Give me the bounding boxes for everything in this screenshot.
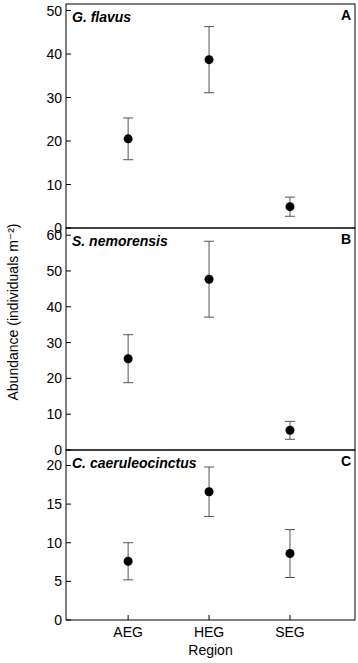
error-bar: [204, 467, 214, 516]
point: [205, 487, 214, 496]
error-bar: [123, 335, 133, 383]
panel-title: C. caeruleocinctus: [72, 455, 197, 471]
y-tick: [66, 342, 71, 343]
y-tick: [66, 581, 71, 582]
y-tick-label: 10: [46, 406, 62, 422]
plot-frame: [66, 228, 355, 450]
y-tick-label: 50: [46, 263, 62, 279]
point: [124, 134, 133, 143]
error-cap: [123, 117, 133, 118]
y-tick-label: 5: [54, 573, 62, 589]
y-tick: [66, 504, 71, 505]
y-tick: [66, 54, 71, 55]
x-tick-label: SEG: [275, 624, 305, 640]
error-cap: [204, 26, 214, 27]
error-cap: [123, 382, 133, 383]
y-tick-label: 30: [46, 335, 62, 351]
error-cap: [204, 92, 214, 93]
error-cap: [123, 579, 133, 580]
panel-letter: A: [341, 7, 351, 23]
x-tick-label: AEG: [113, 624, 143, 640]
x-tick: [128, 615, 129, 620]
y-tick-label: 10: [46, 535, 62, 551]
x-tick: [289, 615, 290, 620]
y-tick: [66, 270, 71, 271]
y-tick: [66, 378, 71, 379]
error-cap: [123, 542, 133, 543]
y-tick: [66, 542, 71, 543]
error-bar: [285, 197, 295, 216]
y-tick-label: 10: [46, 177, 62, 193]
x-axis-label: Region: [188, 642, 232, 658]
y-tick: [66, 141, 71, 142]
error-cap: [285, 421, 295, 422]
point: [285, 202, 294, 211]
error-cap: [285, 197, 295, 198]
error-cap: [123, 334, 133, 335]
point: [285, 426, 294, 435]
point: [205, 275, 214, 284]
y-tick-label: 40: [46, 46, 62, 62]
marks: [123, 27, 295, 217]
y-tick-label: 20: [46, 370, 62, 386]
plot-frame: [66, 4, 355, 228]
error-bar: [123, 118, 133, 160]
y-tick-label: 20: [46, 457, 62, 473]
error-cap: [285, 577, 295, 578]
y-tick-label: 60: [46, 227, 62, 243]
error-cap: [285, 216, 295, 217]
marks: [123, 467, 295, 580]
x-tick: [209, 615, 210, 620]
y-axis-label: Abundance (individuals m⁻²): [5, 223, 21, 400]
y-tick: [66, 235, 71, 236]
marks: [123, 241, 295, 439]
y-tick-label: 15: [46, 496, 62, 512]
y-tick-label: 0: [54, 442, 62, 458]
y-tick: [66, 465, 71, 466]
y-tick: [66, 306, 71, 307]
y-tick-label: 40: [46, 299, 62, 315]
error-cap: [285, 529, 295, 530]
plot-frame: [66, 450, 355, 620]
error-bar: [285, 530, 295, 578]
error-cap: [204, 467, 214, 468]
error-bar: [204, 241, 214, 317]
point: [285, 549, 294, 558]
panel-letter: C: [341, 453, 351, 469]
error-cap: [204, 516, 214, 517]
y-tick: [66, 10, 71, 11]
error-cap: [123, 159, 133, 160]
figure: 0 10 20 30 40 50 G. flavus A 0 10 20 30 40 50 60 S. nem…: [0, 0, 358, 663]
panel-title: G. flavus: [72, 9, 131, 25]
point: [124, 557, 133, 566]
y-tick-label: 0: [54, 612, 62, 628]
error-bar: [204, 27, 214, 93]
y-tick: [66, 97, 71, 98]
panel-title: S. nemorensis: [72, 233, 168, 249]
y-tick-label: 30: [46, 90, 62, 106]
panel-letter: B: [341, 231, 351, 247]
x-tick-label: HEG: [194, 624, 224, 640]
error-cap: [204, 241, 214, 242]
y-tick-label: 50: [46, 3, 62, 19]
point: [205, 55, 214, 64]
y-tick-label: 20: [46, 133, 62, 149]
y-tick: [66, 620, 71, 621]
error-cap: [285, 439, 295, 440]
y-tick: [66, 184, 71, 185]
error-bar: [285, 421, 295, 439]
error-bar: [123, 543, 133, 580]
y-tick: [66, 414, 71, 415]
point: [124, 354, 133, 363]
error-cap: [204, 317, 214, 318]
